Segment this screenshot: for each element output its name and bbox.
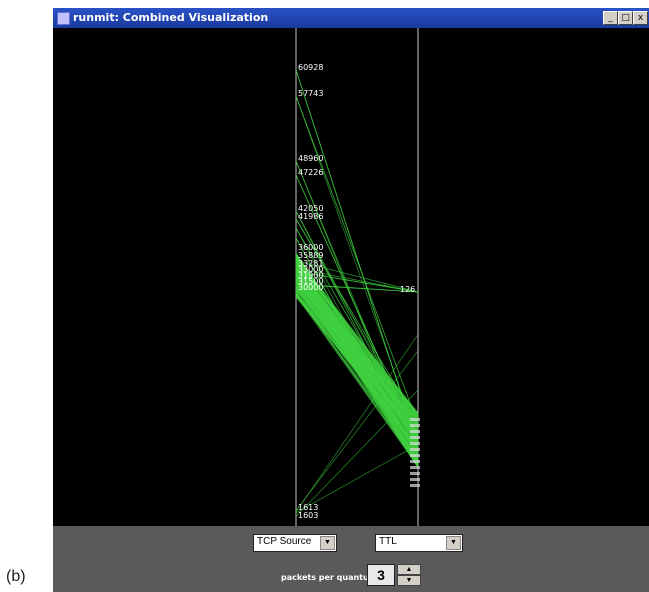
- connection-line: [295, 210, 419, 449]
- left-axis-tick-label: 57743: [298, 89, 323, 98]
- left-axis-tick-label: 41986: [298, 212, 323, 221]
- right-axis-tick-mark: [410, 430, 420, 433]
- maximize-button[interactable]: □: [618, 11, 633, 25]
- spin-down-button[interactable]: ▼: [397, 575, 421, 586]
- dropdown-arrow-icon[interactable]: ▼: [320, 536, 335, 550]
- connection-lines: [295, 69, 420, 517]
- connection-line: [295, 160, 419, 453]
- left-axis-tick-label: 30000: [298, 283, 323, 292]
- right-axis-tick-mark: [410, 424, 420, 427]
- left-axis-tick-label: 33000: [298, 265, 323, 274]
- connection-line: [295, 389, 419, 517]
- title-bar[interactable]: runmit: Combined Visualization _ □ x: [53, 8, 649, 28]
- connection-line: [295, 227, 419, 438]
- right-axis-tick-mark: [410, 466, 420, 469]
- control-panel: TCP Source ▼ TTL ▼ packets per quantum 3…: [53, 526, 649, 592]
- dropdown-arrow-icon[interactable]: ▼: [446, 536, 461, 550]
- left-axis-tick-label: 1613: [298, 503, 318, 512]
- connection-line: [295, 444, 419, 514]
- connection-line: [295, 174, 419, 445]
- connection-line: [295, 267, 419, 293]
- right-axis-tick-mark: [410, 418, 420, 421]
- right-axis-tick-mark: [410, 442, 420, 445]
- connection-line: [295, 95, 419, 439]
- figure-caption: (b): [6, 568, 26, 585]
- left-axis-tick-label: 36000: [298, 243, 323, 252]
- minimize-button[interactable]: _: [603, 11, 618, 25]
- right-axis-tick-mark: [410, 448, 420, 451]
- left-axis-select[interactable]: TCP Source ▼: [253, 534, 337, 552]
- right-axis-tick-mark: [410, 454, 420, 457]
- connection-line: [295, 270, 419, 293]
- spin-up-button[interactable]: ▲: [397, 564, 421, 575]
- left-axis-tick-label: 31500: [298, 277, 323, 286]
- packets-per-quantum-label: packets per quantum: [281, 573, 378, 582]
- close-button[interactable]: x: [633, 11, 648, 25]
- left-axis-tick-label: 48960: [298, 154, 323, 163]
- left-axis-tick-label: 31900: [298, 271, 323, 280]
- left-axis-tick-label: 42050: [298, 204, 323, 213]
- right-axis-tick-label: 126: [400, 285, 415, 294]
- left-axis-tick-label: 1603: [298, 511, 318, 520]
- app-icon: [57, 12, 70, 25]
- connection-line: [295, 210, 419, 439]
- connection-line: [295, 218, 419, 423]
- connection-line: [295, 334, 419, 513]
- left-axis-tick-label: 35889: [298, 251, 323, 260]
- right-axis-tick-mark: [410, 478, 420, 481]
- connection-line: [295, 288, 419, 453]
- connection-line: [295, 95, 419, 425]
- window-title: runmit: Combined Visualization: [73, 11, 269, 24]
- right-axis-select[interactable]: TTL ▼: [375, 534, 463, 552]
- left-axis-tick-label: 60928: [298, 63, 323, 72]
- packets-per-quantum-value[interactable]: 3: [367, 564, 395, 586]
- right-axis-tick-mark: [410, 484, 420, 487]
- left-axis-tick-label: 33281: [298, 259, 323, 268]
- connection-line: [295, 284, 419, 293]
- right-axis-tick-mark: [410, 436, 420, 439]
- right-axis-labels: 126: [400, 285, 415, 294]
- right-axis-tick-mark: [410, 460, 420, 463]
- connection-line: [295, 227, 419, 461]
- parallel-coordinates-canvas[interactable]: 60928 57743 48960 47226 42050 41986 36000 35889…: [53, 28, 649, 526]
- connection-line: [295, 218, 419, 429]
- right-axis-select-value: TTL: [379, 536, 397, 547]
- left-axis-select-value: TCP Source: [257, 536, 312, 547]
- right-axis-tick-mark: [410, 472, 420, 475]
- connection-line: [295, 292, 419, 445]
- connection-line: [295, 260, 419, 293]
- connection-line: [295, 269, 419, 466]
- left-axis-tick-label: 47226: [298, 168, 323, 177]
- connection-line: [295, 279, 419, 467]
- connection-line: [295, 350, 419, 511]
- connection-line: [295, 69, 419, 446]
- visualization-window: runmit: Combined Visualization _ □ x 609…: [53, 8, 649, 592]
